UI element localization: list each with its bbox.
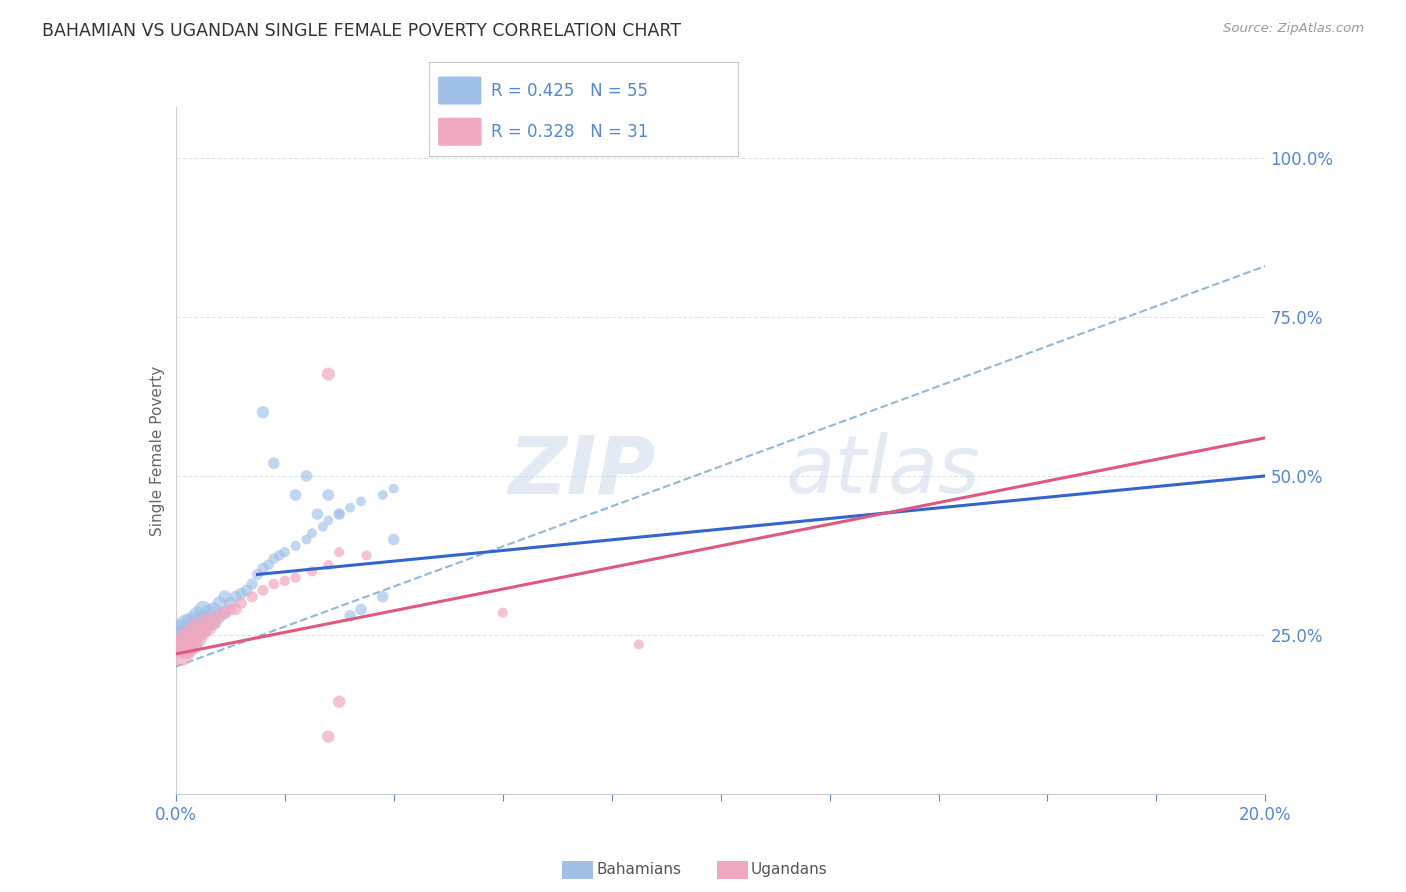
Point (225, 602, 247, 616)
Point (191, 612, 214, 626)
Point (307, 507, 329, 521)
Point (301, 564, 323, 578)
Point (328, 545, 350, 559)
Point (197, 622, 219, 636)
Point (181, 628, 204, 642)
Point (284, 539, 307, 553)
Point (312, 520, 335, 534)
Y-axis label: Single Female Poverty: Single Female Poverty (149, 366, 165, 535)
Point (191, 624, 214, 639)
Point (263, 577, 285, 591)
Point (214, 606, 236, 620)
Point (176, 618, 198, 632)
Point (274, 574, 297, 588)
Point (328, 507, 350, 521)
Point (301, 526, 323, 541)
Point (225, 590, 247, 604)
Point (295, 469, 318, 483)
Point (231, 586, 253, 600)
Point (269, 549, 291, 563)
Point (186, 618, 209, 632)
Point (186, 618, 209, 632)
Point (240, 577, 263, 591)
Point (318, 513, 340, 527)
Point (263, 456, 285, 470)
Point (219, 596, 242, 610)
Point (170, 637, 193, 651)
Point (191, 622, 214, 636)
Text: Source: ZipAtlas.com: Source: ZipAtlas.com (1223, 22, 1364, 36)
Point (371, 590, 394, 604)
Point (208, 608, 231, 623)
Point (382, 533, 405, 547)
Point (235, 583, 257, 598)
Point (181, 637, 204, 651)
Point (492, 606, 515, 620)
Text: R = 0.328   N = 31: R = 0.328 N = 31 (491, 123, 648, 141)
Point (170, 647, 193, 661)
Point (181, 622, 204, 636)
Point (176, 628, 198, 642)
Point (202, 615, 225, 630)
Point (252, 583, 274, 598)
Point (176, 631, 198, 645)
Point (263, 551, 285, 566)
Point (219, 602, 242, 616)
Point (328, 507, 350, 521)
Point (202, 602, 225, 616)
Point (208, 608, 231, 623)
Point (176, 634, 198, 648)
Point (186, 631, 209, 645)
Point (186, 608, 209, 623)
Text: Bahamians: Bahamians (596, 863, 681, 877)
Point (339, 500, 361, 515)
Point (181, 624, 204, 639)
Point (627, 637, 650, 651)
Point (197, 615, 219, 630)
Text: ZIP: ZIP (508, 432, 655, 510)
Point (257, 558, 280, 572)
Point (197, 606, 219, 620)
Point (339, 608, 361, 623)
Text: atlas: atlas (786, 432, 981, 510)
Point (284, 488, 307, 502)
Point (318, 367, 340, 381)
Point (356, 549, 378, 563)
Point (231, 596, 253, 610)
Point (274, 545, 297, 559)
Point (202, 615, 225, 630)
Point (318, 558, 340, 572)
Point (181, 615, 204, 630)
Point (371, 488, 394, 502)
Point (214, 606, 236, 620)
FancyBboxPatch shape (439, 77, 481, 104)
Point (186, 624, 209, 639)
Point (350, 494, 373, 508)
Point (240, 590, 263, 604)
Point (295, 533, 318, 547)
Text: R = 0.425   N = 55: R = 0.425 N = 55 (491, 81, 648, 100)
Point (170, 637, 193, 651)
Point (350, 602, 373, 616)
Point (214, 590, 236, 604)
Point (252, 561, 274, 575)
Point (170, 624, 193, 639)
Point (328, 695, 350, 709)
Point (246, 567, 269, 582)
Text: BAHAMIAN VS UGANDAN SINGLE FEMALE POVERTY CORRELATION CHART: BAHAMIAN VS UGANDAN SINGLE FEMALE POVERT… (42, 22, 681, 40)
Point (382, 482, 405, 496)
FancyBboxPatch shape (439, 118, 481, 145)
Point (191, 602, 214, 616)
Point (208, 596, 231, 610)
Point (170, 631, 193, 645)
Point (318, 730, 340, 744)
Point (318, 488, 340, 502)
Point (197, 612, 219, 626)
Point (284, 571, 307, 585)
Point (252, 405, 274, 419)
Point (176, 640, 198, 655)
Text: Ugandans: Ugandans (751, 863, 828, 877)
